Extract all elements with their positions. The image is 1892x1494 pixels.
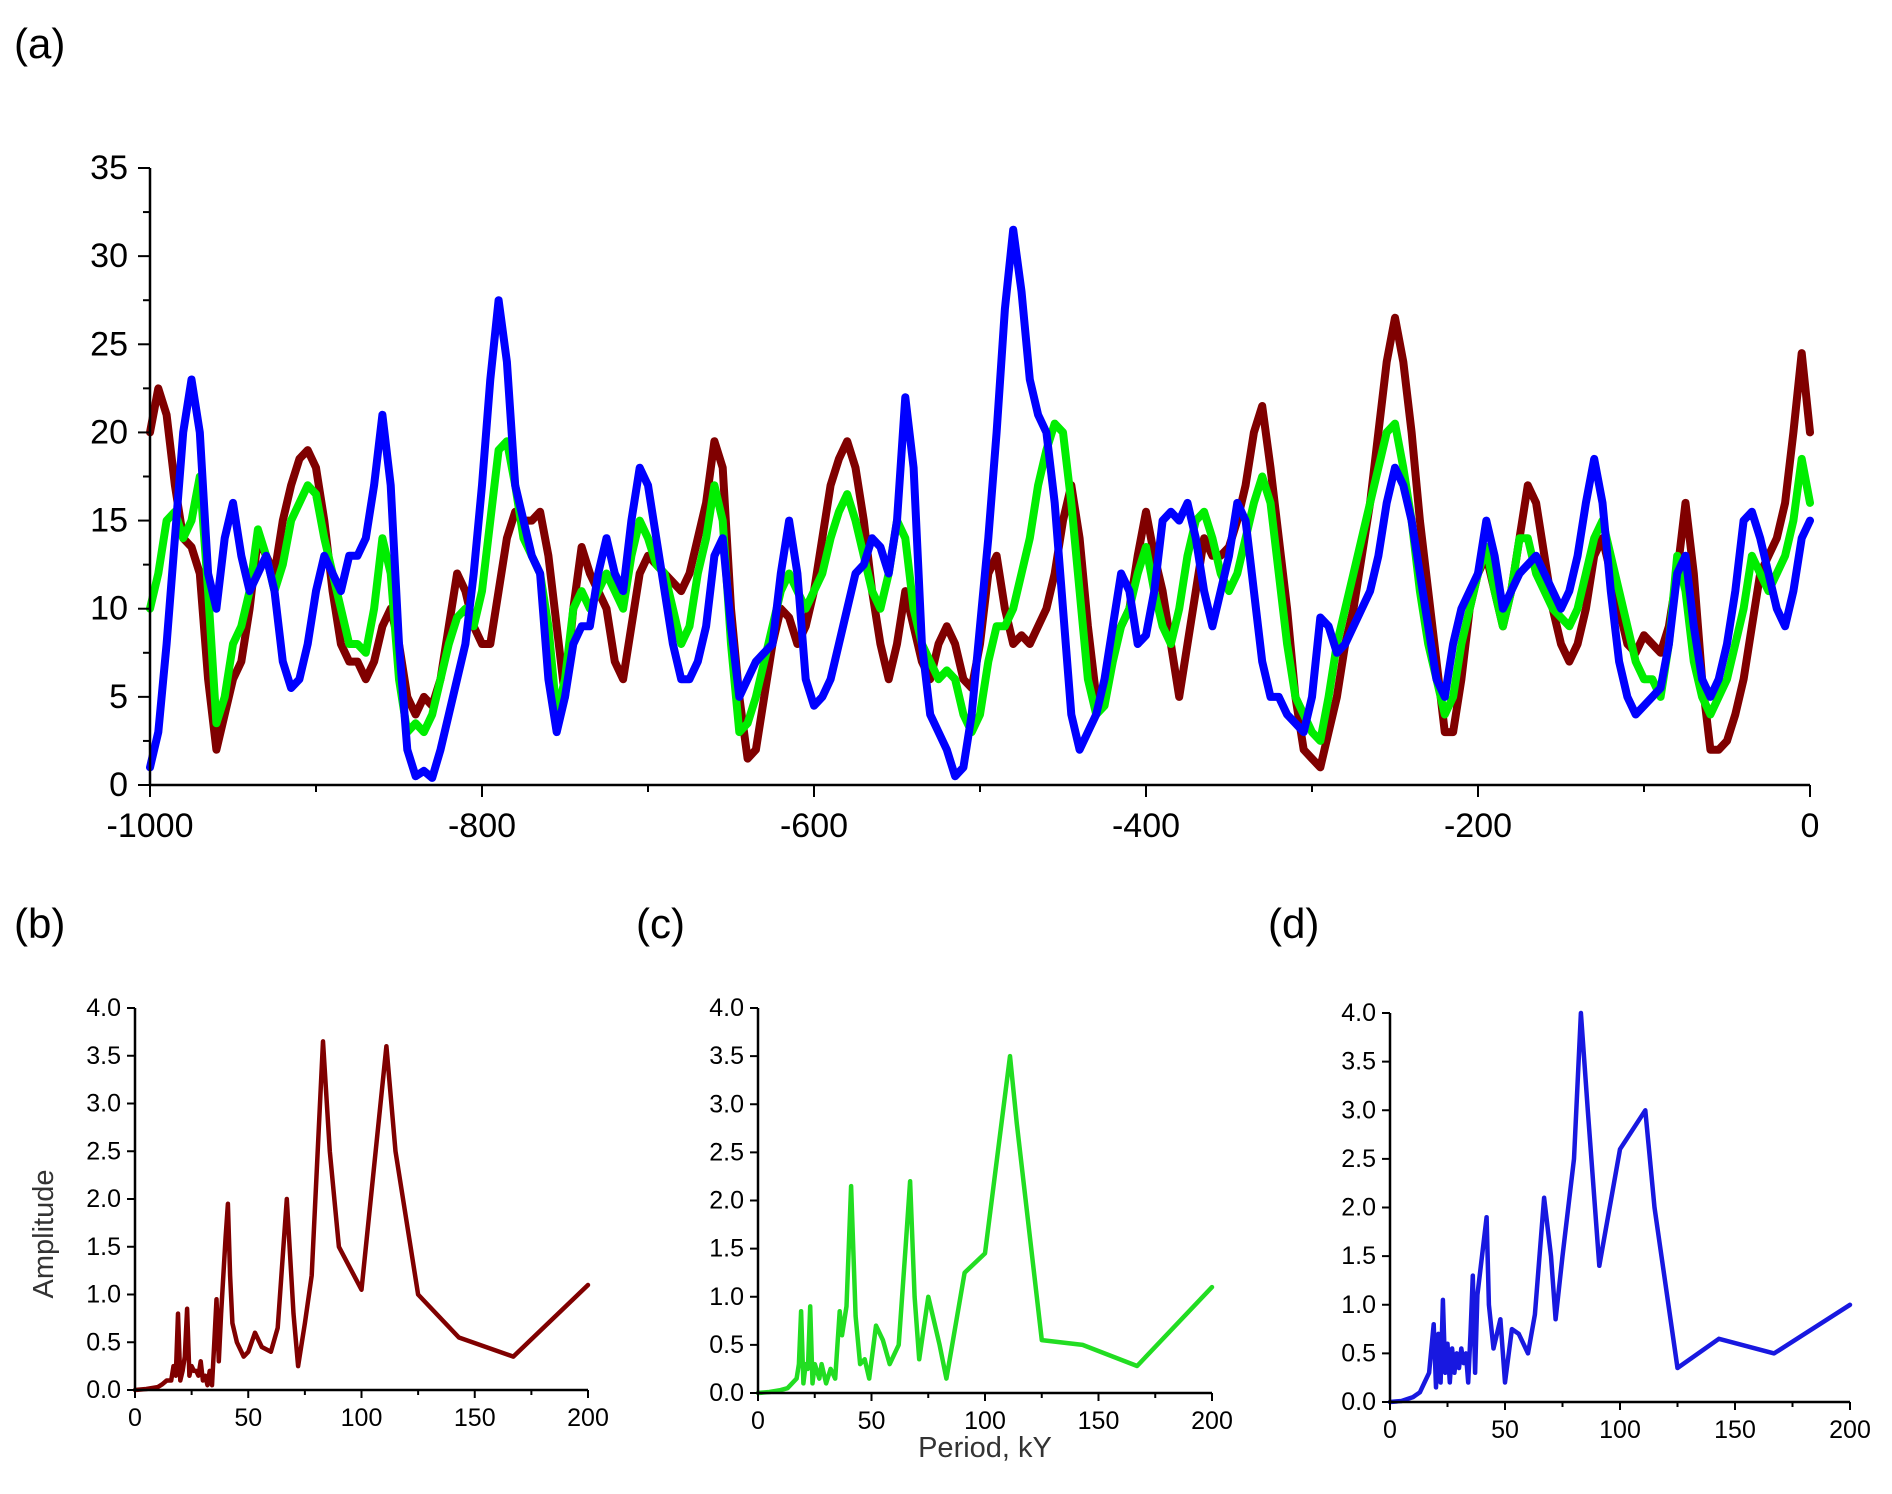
y-tick-label-d: 0.0 [1341, 1388, 1376, 1416]
x-tick-label-d: 0 [1383, 1416, 1397, 1444]
y-tick-label-c: 3.0 [709, 1090, 744, 1118]
y-tick-label-d: 2.5 [1341, 1145, 1376, 1173]
x-tick-label-a: -600 [780, 807, 848, 845]
y-tick-label-d: 2.0 [1341, 1194, 1376, 1222]
x-tick-label-b: 200 [567, 1404, 609, 1432]
y-tick-label-c: 3.5 [709, 1042, 744, 1070]
y-tick-label-b: 3.5 [86, 1042, 121, 1070]
y-tick-label-a: 15 [90, 502, 128, 540]
y-tick-label-d: 1.5 [1341, 1242, 1376, 1270]
x-tick-label-a: -800 [448, 807, 516, 845]
x-tick-label-a: -1000 [107, 807, 194, 845]
x-tick-label-a: -200 [1444, 807, 1512, 845]
y-tick-label-b: 0.0 [86, 1376, 121, 1404]
x-tick-label-b: 150 [454, 1404, 496, 1432]
chart-c: 0 50 100 150 200 0.0 0.5 1.0 1.5 2.0 2.5 3.0 3.5 4.0 P… [709, 994, 1233, 1464]
y-tick-label-d: 1.0 [1341, 1291, 1376, 1319]
y-tick-label-b: 4.0 [86, 994, 121, 1022]
x-tick-label-c: 100 [964, 1407, 1006, 1435]
y-tick-label-b: 1.0 [86, 1281, 121, 1309]
x-tick-label-c: 0 [751, 1407, 765, 1435]
y-tick-label-d: 3.0 [1341, 1096, 1376, 1124]
series-line-d-1 [1387, 1010, 1853, 1405]
y-tick-label-c: 4.0 [709, 994, 744, 1022]
y-tick-label-b: 2.0 [86, 1185, 121, 1213]
y-tick-label-b: 3.0 [86, 1090, 121, 1118]
y-tick-label-a: 10 [90, 590, 128, 628]
x-tick-label-b: 100 [341, 1404, 383, 1432]
y-tick-label-a: 25 [90, 325, 128, 363]
y-tick-label-a: 0 [109, 766, 128, 804]
panel-label-b: (b) [14, 900, 65, 947]
x-tick-label-c: 150 [1078, 1407, 1120, 1435]
y-tick-label-b: 2.5 [86, 1137, 121, 1165]
y-tick-label-a: 20 [90, 413, 128, 451]
x-tick-label-d: 200 [1829, 1416, 1871, 1444]
y-axis-title-b: Amplitude [28, 1170, 60, 1299]
series-line-a-3 [146, 225, 1814, 782]
chart-a: -1000 -800 -600 -400 -200 0 0 5 10 15 20 25 30 35 [90, 149, 1819, 845]
y-tick-label-c: 1.0 [709, 1283, 744, 1311]
y-tick-label-a: 35 [90, 149, 128, 187]
x-tick-label-a: 0 [1801, 807, 1820, 845]
y-tick-label-c: 0.0 [709, 1379, 744, 1407]
series-line-c-1 [755, 1053, 1215, 1396]
x-tick-label-d: 150 [1714, 1416, 1756, 1444]
y-tick-label-c: 0.5 [709, 1331, 744, 1359]
x-tick-label-c: 200 [1191, 1407, 1233, 1435]
x-tick-label-d: 100 [1599, 1416, 1641, 1444]
y-tick-label-b: 0.5 [86, 1328, 121, 1356]
series-line-b-1 [132, 1039, 591, 1393]
y-tick-label-d: 3.5 [1341, 1048, 1376, 1076]
y-tick-label-d: 0.5 [1341, 1339, 1376, 1367]
panel-label-a: (a) [14, 20, 65, 67]
chart-d: 0 50 100 150 200 0.0 0.5 1.0 1.5 2.0 2.5 3.0 3.5 4.0 [1341, 999, 1871, 1444]
x-tick-label-b: 0 [128, 1404, 142, 1432]
y-tick-label-c: 1.5 [709, 1235, 744, 1263]
y-tick-label-a: 30 [90, 237, 128, 275]
y-tick-label-c: 2.5 [709, 1138, 744, 1166]
x-tick-label-a: -400 [1112, 807, 1180, 845]
x-tick-label-b: 50 [234, 1404, 262, 1432]
x-tick-label-c: 50 [858, 1407, 886, 1435]
y-tick-label-d: 4.0 [1341, 999, 1376, 1027]
y-tick-label-c: 2.0 [709, 1187, 744, 1215]
x-tick-label-d: 50 [1491, 1416, 1519, 1444]
panel-label-d: (d) [1268, 900, 1319, 947]
x-axis-title-c: Period, kY [918, 1432, 1052, 1464]
chart-b: 0 50 100 150 200 0.0 0.5 1.0 1.5 2.0 2.5 3.0 3.5 4.0 A… [28, 994, 609, 1432]
y-tick-label-a: 5 [109, 678, 128, 716]
panel-label-c: (c) [636, 900, 685, 947]
y-tick-label-b: 1.5 [86, 1233, 121, 1261]
